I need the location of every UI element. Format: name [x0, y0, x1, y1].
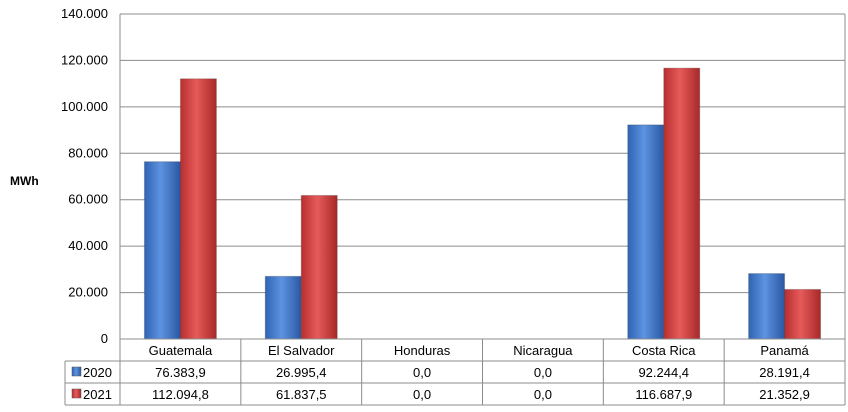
data-label: 26.995,4 [276, 365, 327, 380]
category-label: Guatemala [149, 343, 213, 358]
y-tick-label: 60.000 [68, 192, 108, 207]
category-label: Panamá [760, 343, 809, 358]
y-tick-label: 140.000 [61, 6, 108, 21]
data-label: 21.352,9 [759, 387, 810, 402]
category-label: El Salvador [268, 343, 335, 358]
data-label: 28.191,4 [759, 365, 810, 380]
data-label: 76.383,9 [155, 365, 206, 380]
data-label: 0,0 [534, 365, 552, 380]
bar-2020-panamá [748, 273, 786, 340]
bar-2021-guatemala [179, 78, 217, 340]
data-label: 61.837,5 [276, 387, 327, 402]
bar-2020-el-salvador [264, 275, 302, 340]
category-label: Nicaragua [513, 343, 573, 358]
data-label: 116.687,9 [635, 387, 692, 402]
data-label: 0,0 [413, 387, 431, 402]
data-label: 0,0 [413, 365, 431, 380]
legend-label-2020: 2020 [83, 365, 112, 380]
data-label: 92.244,4 [638, 365, 689, 380]
y-tick-label: 0 [101, 331, 108, 346]
y-tick-label: 80.000 [68, 145, 108, 160]
legend-label-2021: 2021 [83, 387, 112, 402]
bar-2021-el-salvador [300, 194, 338, 340]
bar-2020-costa-rica [627, 124, 665, 340]
data-label: 0,0 [534, 387, 552, 402]
y-tick-label: 120.000 [61, 52, 108, 67]
bar-2021-costa-rica [663, 67, 701, 340]
legend-swatch-2021 [71, 388, 82, 399]
y-tick-label: 100.000 [61, 99, 108, 114]
y-tick-label: 20.000 [68, 285, 108, 300]
legend-swatch-2020 [71, 366, 82, 377]
category-label: Costa Rica [632, 343, 696, 358]
y-axis-label: MWh [10, 174, 39, 188]
bar-2020-guatemala [143, 161, 181, 340]
category-label: Honduras [394, 343, 451, 358]
data-label: 112.094,8 [152, 387, 209, 402]
y-tick-label: 40.000 [68, 238, 108, 253]
bar-2021-panamá [784, 288, 822, 340]
